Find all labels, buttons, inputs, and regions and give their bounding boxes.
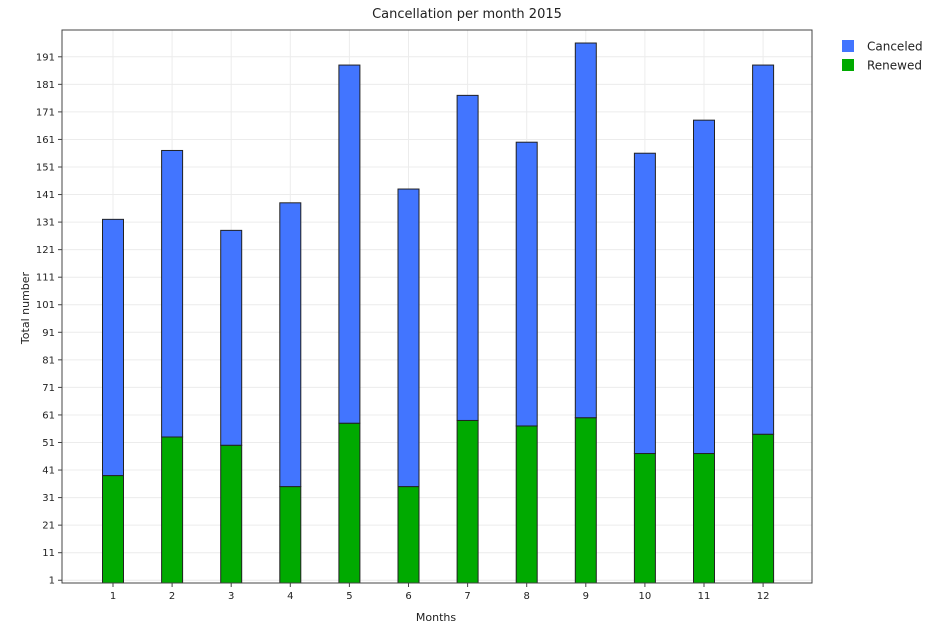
x-tick-label: 8	[524, 591, 530, 602]
legend[interactable]: Canceled Renewed	[842, 40, 923, 73]
bar-renewed-month-1[interactable]	[102, 475, 124, 584]
y-tick-label: 171	[36, 107, 55, 118]
legend-swatch-renewed[interactable]	[842, 59, 854, 71]
x-axis-ticks: 1 2 3 4 5 6 7 8 9 10 11 12	[110, 583, 770, 602]
x-tick-label: 2	[169, 591, 175, 602]
y-tick-label: 141	[36, 190, 55, 201]
y-tick-label: 161	[36, 135, 55, 146]
bar-canceled-month-8[interactable]	[515, 141, 538, 427]
bar-renewed-month-2[interactable]	[161, 436, 184, 584]
y-axis-label: Total number	[19, 271, 32, 345]
x-tick-label: 11	[698, 591, 711, 602]
bar-canceled-month-4[interactable]	[279, 202, 302, 488]
bar-canceled-month-12[interactable]	[752, 64, 775, 435]
bar-renewed-month-3[interactable]	[220, 444, 243, 584]
x-tick-label: 4	[287, 591, 293, 602]
bar-canceled-month-9[interactable]	[574, 42, 597, 419]
y-tick-label: 101	[36, 300, 55, 311]
y-tick-label: 181	[36, 80, 55, 91]
chart-title: Cancellation per month 2015	[372, 7, 562, 22]
x-tick-label: 9	[583, 591, 589, 602]
x-tick-label: 10	[639, 591, 652, 602]
x-tick-label: 5	[346, 591, 352, 602]
x-tick-label: 1	[110, 591, 116, 602]
bar-canceled-month-11[interactable]	[693, 119, 715, 455]
bar-renewed-month-11[interactable]	[693, 453, 715, 584]
y-tick-label: 81	[42, 355, 55, 366]
legend-label-canceled[interactable]: Canceled	[867, 40, 923, 54]
legend-label-renewed[interactable]: Renewed	[867, 59, 922, 73]
y-tick-label: 121	[36, 245, 55, 256]
y-tick-label: 191	[36, 52, 55, 63]
y-tick-label: 41	[42, 466, 55, 477]
x-axis-label: Months	[416, 611, 456, 624]
bar-renewed-month-7[interactable]	[456, 419, 479, 584]
plot-area-frame	[61, 29, 813, 584]
bar-canceled-month-10[interactable]	[633, 152, 656, 455]
y-tick-label: 31	[42, 493, 55, 504]
x-tick-label: 12	[757, 591, 770, 602]
bar-renewed-month-6[interactable]	[397, 486, 420, 584]
bar-canceled-month-5[interactable]	[338, 64, 361, 424]
legend-swatch-canceled[interactable]	[842, 40, 854, 52]
y-tick-label: 11	[42, 548, 55, 559]
y-tick-label: 51	[42, 438, 55, 449]
bar-canceled-month-6[interactable]	[397, 188, 420, 488]
bar-renewed-month-5[interactable]	[338, 422, 361, 584]
bar-renewed-month-10[interactable]	[633, 453, 656, 584]
x-tick-label: 7	[464, 591, 470, 602]
bar-renewed-month-4[interactable]	[279, 486, 302, 584]
bar-renewed-month-12[interactable]	[752, 433, 775, 584]
y-tick-label: 111	[36, 273, 55, 284]
y-tick-label: 71	[42, 383, 55, 394]
bar-canceled-month-7[interactable]	[456, 94, 479, 421]
y-axis-ticks: 1112131415161718191101111121131141151161…	[36, 52, 62, 587]
x-tick-label: 6	[405, 591, 411, 602]
bar-canceled-month-3[interactable]	[220, 229, 243, 446]
y-tick-label: 61	[42, 410, 55, 421]
bar-canceled-month-1[interactable]	[102, 218, 124, 477]
bar-canceled-month-2[interactable]	[161, 149, 184, 438]
bar-renewed-month-8[interactable]	[515, 425, 538, 584]
x-tick-label: 3	[228, 591, 234, 602]
y-tick-label: 151	[36, 162, 55, 173]
bars	[102, 42, 775, 584]
bar-renewed-month-9[interactable]	[574, 417, 597, 584]
y-tick-label: 21	[42, 521, 55, 532]
y-tick-label: 91	[42, 328, 55, 339]
y-tick-label: 1	[49, 576, 55, 587]
y-tick-label: 131	[36, 218, 55, 229]
